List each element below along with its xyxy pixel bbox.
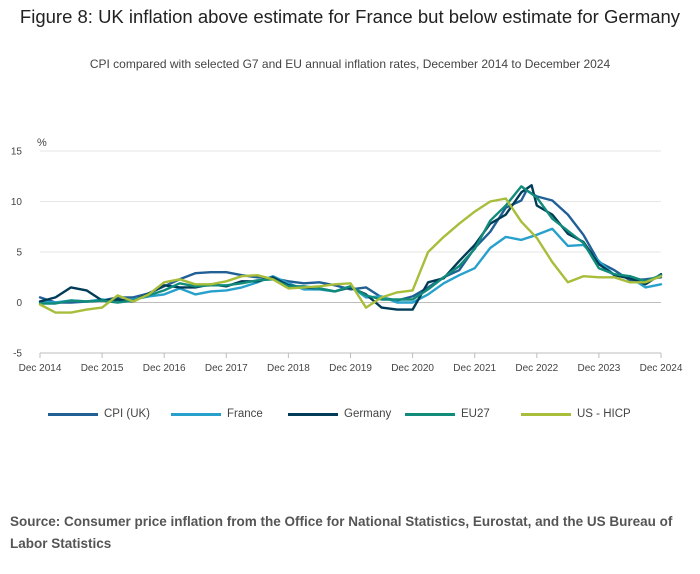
x-tick-label: Dec 2020 [391,363,434,374]
series-line-germany [38,184,663,311]
legend-label: US - HICP [577,408,631,420]
legend-item[interactable]: Germany [288,408,391,420]
legend-item[interactable]: US - HICP [521,408,631,420]
x-tick-label: Dec 2019 [329,363,372,374]
series-line-us-hicp [38,197,663,314]
y-tick-label: -5 [13,349,22,360]
legend-label: CPI (UK) [104,408,150,420]
x-tick-label: Dec 2022 [515,363,558,374]
x-tick-label: Dec 2015 [81,363,124,374]
legend-label: Germany [344,408,392,420]
y-tick-label: 5 [16,248,22,259]
legend-swatch [521,412,571,416]
source-note: Source: Consumer price inflation from th… [10,514,673,551]
legend-item[interactable]: France [171,408,263,420]
y-axis-unit: % [37,137,47,149]
legend-item[interactable]: EU27 [405,408,490,420]
line-chart: -5 0 5 10 15% Dec 2014 Dec 2015 Dec 2016 Dec 201… [11,137,683,374]
x-tick-label: Dec 2021 [453,363,496,374]
x-tick-label: Dec 2024 [640,363,683,374]
chart-subtitle: CPI compared with selected G7 and EU ann… [89,57,611,71]
y-tick-label: 15 [11,147,23,158]
x-tick-label: Dec 2016 [143,363,186,374]
x-tick-label: Dec 2018 [267,363,310,374]
chart-legend: CPI (UK) France Germany EU27 US - HICP [0,408,700,426]
legend-item[interactable]: CPI (UK) [48,408,150,420]
legend-swatch [405,412,455,416]
y-tick-label: 10 [11,197,23,208]
legend-swatch [48,412,98,416]
series-line-france [38,227,663,304]
chart-title: Figure 8: UK inflation above estimate fo… [19,6,681,27]
x-tick-label: Dec 2023 [577,363,620,374]
legend-label: EU27 [461,408,490,420]
x-tick-label: Dec 2014 [19,363,62,374]
legend-label: France [227,408,263,420]
y-tick-label: 0 [16,298,22,309]
legend-swatch [288,412,338,416]
legend-swatch [171,412,221,416]
x-tick-label: Dec 2017 [205,363,248,374]
